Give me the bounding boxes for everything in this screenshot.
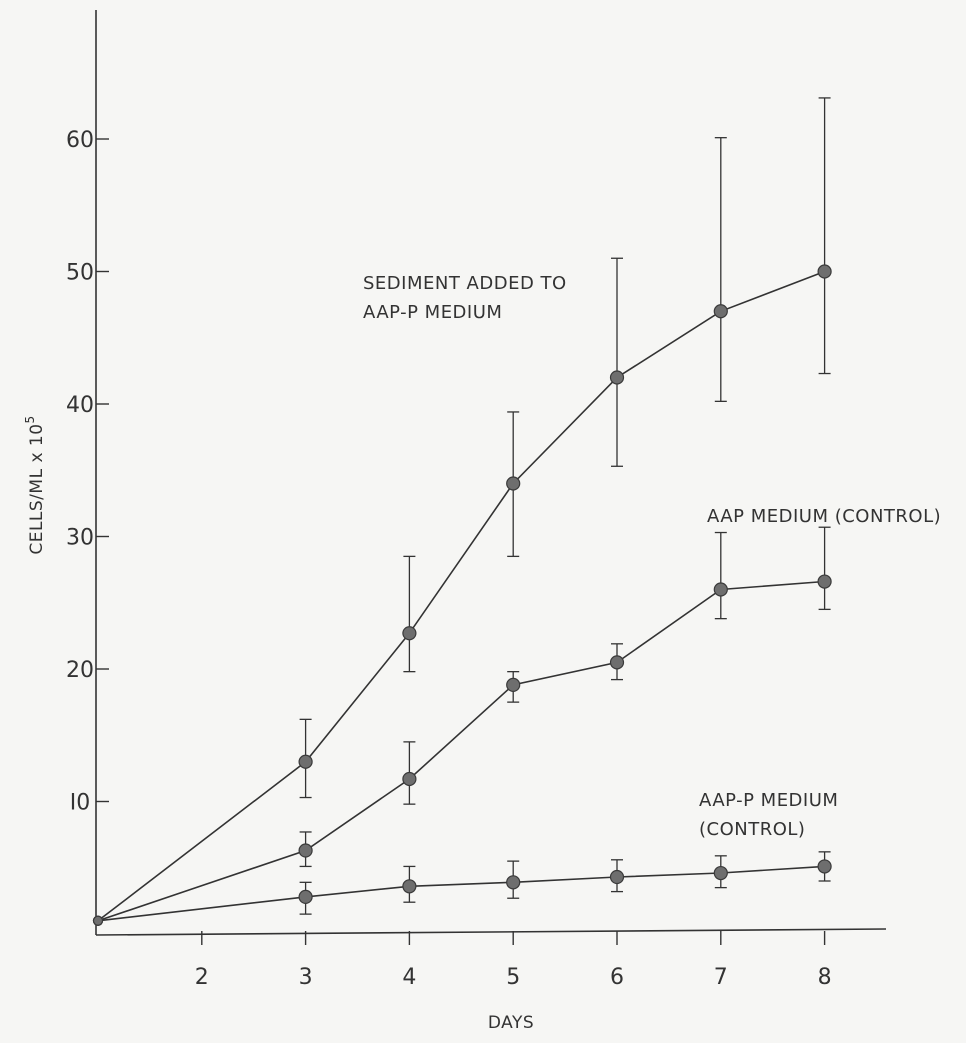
x-axis-line (95, 928, 887, 936)
y-axis-title-base: CELLS/ML x 10 (27, 423, 47, 554)
x-tick-label: 3 (299, 965, 313, 990)
data-point (713, 304, 728, 319)
annotation-line: (CONTROL) (699, 819, 805, 840)
data-point (298, 843, 313, 858)
data-point (817, 859, 832, 874)
data-point (609, 869, 625, 885)
y-tick-label: 60 (66, 128, 94, 153)
data-point (506, 677, 521, 693)
annotation-3: AAP-P MEDIUM (CONTROL) (699, 790, 838, 840)
x-tick-label: 2 (195, 965, 209, 990)
x-axis-title: DAYS (488, 1013, 534, 1033)
data-point (298, 754, 313, 769)
axes (95, 10, 887, 936)
y-tick-label: I0 (70, 791, 91, 816)
ticks: 2 3 4 5 6 7 8 I0 20 30 40 50 60 (66, 128, 832, 990)
data-point (713, 865, 728, 881)
series-1 (92, 97, 832, 926)
y-tick-label: 30 (66, 526, 94, 551)
x-tick-label: 8 (818, 965, 832, 990)
x-tick-label: 6 (610, 965, 624, 990)
data-point (402, 771, 417, 787)
annotations: SEDIMENT ADDED TO AAP-P MEDIUM AAP MEDIUM … (363, 273, 941, 840)
y-tick-label: 20 (66, 658, 94, 683)
data-point (298, 889, 313, 905)
data-point (817, 264, 832, 279)
data-point (506, 875, 521, 890)
annotation-line: AAP MEDIUM (CONTROL) (707, 506, 941, 527)
data-point (609, 655, 625, 670)
annotation-1: SEDIMENT ADDED TO AAP-P MEDIUM (363, 273, 567, 323)
y-tick-label: 40 (66, 393, 94, 418)
x-tick-label: 5 (506, 965, 520, 990)
annotation-2: AAP MEDIUM (CONTROL) (707, 506, 941, 527)
y-tick-label: 50 (66, 261, 94, 286)
series-3 (92, 851, 832, 926)
series-2 (92, 526, 832, 926)
data-point (713, 582, 728, 597)
annotation-line: AAP-P MEDIUM (699, 790, 838, 811)
data-point (92, 915, 104, 926)
x-tick-label: 4 (402, 965, 416, 990)
x-tick-label: 7 (714, 965, 728, 990)
data-point (402, 879, 417, 894)
data-point (609, 370, 625, 385)
y-axis-title: CELLS/ML x 105 (23, 415, 47, 554)
data-point (817, 574, 832, 589)
series-layer (92, 97, 832, 926)
data-point (402, 626, 417, 641)
y-axis-title-exponent: 5 (23, 415, 37, 423)
data-point (506, 476, 521, 491)
annotation-line: SEDIMENT ADDED TO (363, 273, 567, 294)
annotation-line: AAP-P MEDIUM (363, 302, 502, 323)
